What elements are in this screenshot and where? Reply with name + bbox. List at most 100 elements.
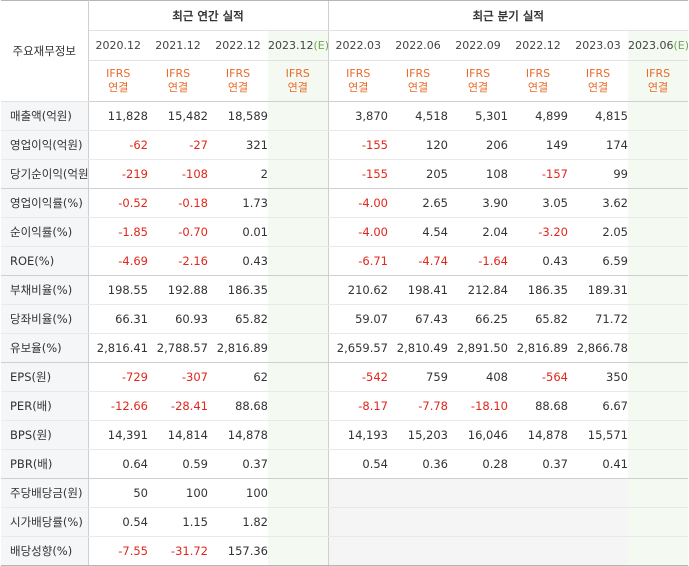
row-label: EPS(원) [1, 362, 89, 392]
value-cell [268, 101, 328, 131]
value-cell [268, 536, 328, 566]
value-cell: -3.20 [508, 217, 568, 247]
financial-rows: 매출액(억원) 11,828 15,482 18,589 3,870 4,518 5,301… [1, 101, 688, 566]
basis-standard-label: IFRS [285, 67, 310, 80]
value-cell: 65.82 [508, 304, 568, 334]
value-cell: 15,203 [388, 420, 448, 450]
table-row: EPS(원) -729 -307 62 -542 759 408 -564 350 [1, 362, 688, 392]
value-cell: -4.69 [88, 246, 148, 276]
value-cell: 206 [448, 130, 508, 160]
value-cell: 15,571 [568, 420, 628, 450]
row-label: PBR(배) [1, 449, 89, 479]
value-cell [268, 507, 328, 537]
value-cell: -729 [88, 362, 148, 392]
value-cell: 157.36 [208, 536, 268, 566]
value-cell: 14,878 [208, 420, 268, 450]
value-cell [628, 420, 688, 450]
value-cell: 0.59 [148, 449, 208, 479]
value-cell [628, 333, 688, 363]
value-cell: -0.52 [88, 188, 148, 218]
value-cell: 88.68 [508, 391, 568, 421]
value-cell: 2,866.78 [568, 333, 628, 363]
value-cell [327, 536, 388, 566]
value-cell: 0.36 [388, 449, 448, 479]
value-cell: 210.62 [327, 275, 388, 305]
value-cell: 186.35 [508, 275, 568, 305]
period-header: 2022.03 [327, 30, 388, 61]
accounting-basis-cell: IFRS 연결 [268, 60, 328, 102]
basis-scope-label: 연결 [587, 81, 609, 94]
value-cell: 0.43 [208, 246, 268, 276]
value-cell: -0.70 [148, 217, 208, 247]
value-cell: 0.54 [88, 507, 148, 537]
value-cell [628, 188, 688, 218]
value-cell: -1.85 [88, 217, 148, 247]
value-cell: 0.43 [508, 246, 568, 276]
period-header: 2020.12 [88, 30, 148, 61]
basis-standard-label: IFRS [225, 67, 251, 80]
value-cell: 0.28 [448, 449, 508, 479]
value-cell [628, 246, 688, 276]
value-cell: 189.31 [568, 275, 628, 305]
value-cell: -0.18 [148, 188, 208, 218]
value-cell: 0.64 [88, 449, 148, 479]
value-cell: 2 [208, 159, 268, 189]
period-header-estimate: 2023.12(E) [268, 30, 328, 61]
value-cell: 3,870 [327, 101, 388, 131]
table-row: 순이익률(%) -1.85 -0.70 0.01 -4.00 4.54 2.04 -3.20 2… [1, 217, 688, 247]
value-cell [268, 130, 328, 160]
value-cell [448, 478, 508, 508]
value-cell: 4,518 [388, 101, 448, 131]
value-cell [268, 246, 328, 276]
value-cell: 6.59 [568, 246, 628, 276]
table-row: 영업이익(억원) -62 -27 321 -155 120 206 149 174 [1, 130, 688, 160]
row-label: 당좌비율(%) [1, 304, 89, 334]
value-cell: -28.41 [148, 391, 208, 421]
value-cell: 1.73 [208, 188, 268, 218]
value-cell [268, 188, 328, 218]
value-cell [388, 507, 448, 537]
basis-scope-label: 연결 [167, 81, 189, 94]
table-row: BPS(원) 14,391 14,814 14,878 14,193 15,203 16,0… [1, 420, 688, 450]
value-cell: -155 [327, 159, 388, 189]
value-cell: 14,878 [508, 420, 568, 450]
value-cell: 0.41 [568, 449, 628, 479]
value-cell: -108 [148, 159, 208, 189]
value-cell: 186.35 [208, 275, 268, 305]
value-cell: -307 [148, 362, 208, 392]
value-cell [268, 478, 328, 508]
value-cell [268, 391, 328, 421]
table-row: PER(배) -12.66 -28.41 88.68 -8.17 -7.78 -18.10 8… [1, 391, 688, 421]
value-cell: 60.93 [148, 304, 208, 334]
table-row: 주당배당금(원) 50 100 100 [1, 478, 688, 508]
group-header-row: 주요재무정보 최근 연간 실적 최근 분기 실적 [1, 0, 688, 102]
value-cell [628, 217, 688, 247]
value-cell: 59.07 [327, 304, 388, 334]
value-cell [568, 478, 628, 508]
value-cell: 14,814 [148, 420, 208, 450]
value-cell: 1.82 [208, 507, 268, 537]
basis-standard-label: IFRS [525, 67, 551, 80]
accounting-basis-row: IFRS 연결 IFRS 연결 IFRS 연결 IFRS 연결 IFRS 연결 IFRS 연결 IFRS… [1, 60, 688, 102]
value-cell: 4,815 [568, 101, 628, 131]
value-cell: 3.90 [448, 188, 508, 218]
value-cell [268, 333, 328, 363]
value-cell [388, 536, 448, 566]
table-row: 배당성향(%) -7.55 -31.72 157.36 [1, 536, 688, 566]
quarter-group-title: 최근 분기 실적 [327, 0, 688, 31]
value-cell [628, 536, 688, 566]
table-row: 영업이익률(%) -0.52 -0.18 1.73 -4.00 2.65 3.90 3.05 3… [1, 188, 688, 218]
annual-group-title: 최근 연간 실적 [88, 0, 328, 31]
value-cell: 5,301 [448, 101, 508, 131]
value-cell [508, 507, 568, 537]
row-label: 주당배당금(원) [1, 478, 89, 508]
value-cell: -2.16 [148, 246, 208, 276]
basis-scope-label: 연결 [647, 81, 669, 94]
value-cell: 3.05 [508, 188, 568, 218]
value-cell: -62 [88, 130, 148, 160]
value-cell: 2,891.50 [448, 333, 508, 363]
value-cell: 2.65 [388, 188, 448, 218]
row-label: 유보율(%) [1, 333, 89, 363]
period-header-estimate: 2023.06(E) [628, 30, 688, 61]
